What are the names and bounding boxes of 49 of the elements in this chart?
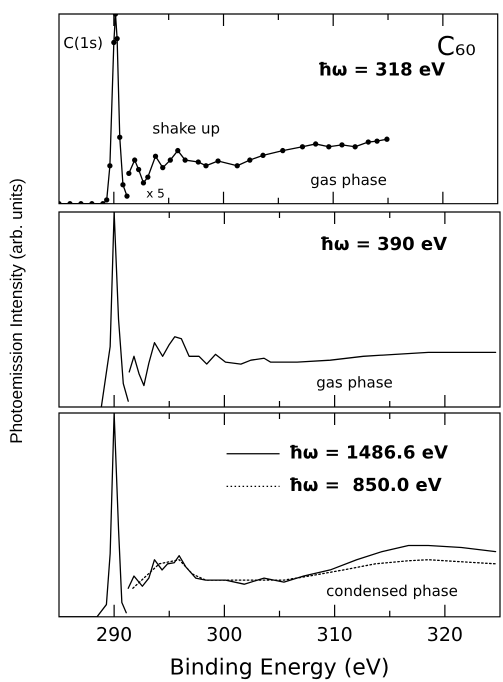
- point: [234, 163, 240, 168]
- point: [352, 144, 358, 150]
- point: [260, 152, 266, 158]
- point: [160, 165, 166, 170]
- x-tick-label: 310: [316, 624, 353, 646]
- y-axis-title: Photoemission Intensity (arb. units): [7, 178, 27, 444]
- point: [111, 40, 116, 46]
- x-tick-label: 320: [426, 624, 464, 646]
- point: [312, 141, 318, 147]
- point: [374, 138, 380, 144]
- point: [339, 142, 345, 148]
- point: [203, 163, 209, 168]
- point: [120, 182, 126, 188]
- point: [326, 144, 332, 150]
- point: [300, 144, 306, 150]
- point: [152, 154, 158, 159]
- point: [182, 157, 188, 163]
- point: [126, 170, 132, 176]
- x-axis-title: Binding Energy (eV): [170, 656, 390, 681]
- annotation: shake up: [152, 120, 220, 138]
- point: [196, 159, 201, 165]
- point: [136, 166, 142, 172]
- annotation: ħω = 318 eV: [318, 60, 446, 81]
- annotation: gas phase: [310, 170, 387, 189]
- point: [132, 157, 138, 163]
- annotation: C₆₀: [436, 32, 476, 62]
- point: [384, 136, 390, 142]
- point: [104, 197, 110, 203]
- annotation: ħω = 390 eV: [320, 234, 448, 255]
- annotation: x 5: [146, 186, 165, 200]
- point: [247, 157, 252, 163]
- point: [168, 157, 173, 163]
- point: [215, 158, 221, 164]
- point: [140, 180, 146, 186]
- annotation: condensed phase: [326, 582, 458, 600]
- legend-label: ħω = 850.0 eV: [288, 475, 442, 496]
- point: [145, 174, 150, 180]
- x-tick-label: 290: [96, 624, 132, 646]
- point: [114, 36, 120, 42]
- point: [280, 148, 286, 154]
- legend-label: ħω = 1486.6 eV: [288, 442, 448, 464]
- point: [366, 139, 371, 145]
- point: [175, 148, 180, 154]
- point: [117, 134, 122, 140]
- annotation: gas phase: [316, 373, 393, 392]
- point: [124, 193, 130, 199]
- annotation: C(1s): [63, 34, 103, 52]
- point: [107, 163, 113, 168]
- x-tick-label: 300: [206, 624, 243, 646]
